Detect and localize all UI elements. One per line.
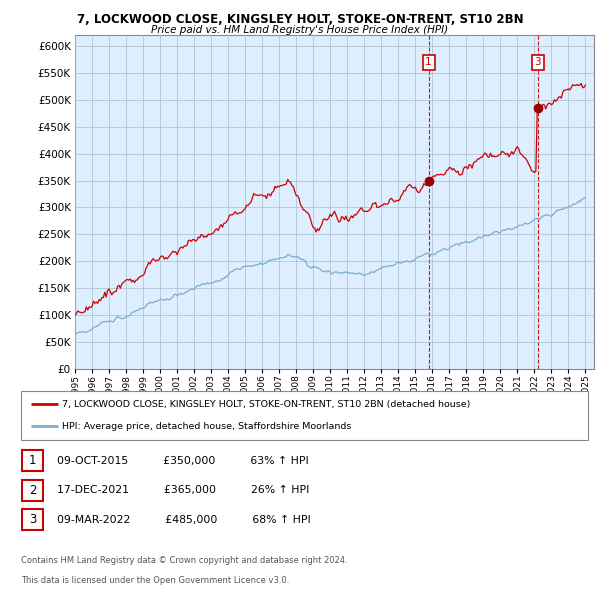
Text: Price paid vs. HM Land Registry's House Price Index (HPI): Price paid vs. HM Land Registry's House … bbox=[151, 25, 449, 35]
Text: Contains HM Land Registry data © Crown copyright and database right 2024.: Contains HM Land Registry data © Crown c… bbox=[21, 556, 347, 565]
Text: 1: 1 bbox=[425, 57, 432, 67]
FancyBboxPatch shape bbox=[22, 480, 43, 501]
Text: HPI: Average price, detached house, Staffordshire Moorlands: HPI: Average price, detached house, Staf… bbox=[62, 422, 351, 431]
FancyBboxPatch shape bbox=[22, 450, 43, 471]
Text: This data is licensed under the Open Government Licence v3.0.: This data is licensed under the Open Gov… bbox=[21, 576, 289, 585]
Text: 7, LOCKWOOD CLOSE, KINGSLEY HOLT, STOKE-ON-TRENT, ST10 2BN (detached house): 7, LOCKWOOD CLOSE, KINGSLEY HOLT, STOKE-… bbox=[62, 400, 470, 409]
Text: 3: 3 bbox=[535, 57, 541, 67]
Text: 17-DEC-2021          £365,000          26% ↑ HPI: 17-DEC-2021 £365,000 26% ↑ HPI bbox=[57, 486, 310, 495]
Text: 09-MAR-2022          £485,000          68% ↑ HPI: 09-MAR-2022 £485,000 68% ↑ HPI bbox=[57, 515, 311, 525]
FancyBboxPatch shape bbox=[22, 509, 43, 530]
FancyBboxPatch shape bbox=[21, 391, 588, 440]
Text: 3: 3 bbox=[29, 513, 36, 526]
Text: 1: 1 bbox=[29, 454, 36, 467]
Text: 09-OCT-2015          £350,000          63% ↑ HPI: 09-OCT-2015 £350,000 63% ↑ HPI bbox=[57, 456, 309, 466]
Text: 2: 2 bbox=[29, 484, 36, 497]
Text: 7, LOCKWOOD CLOSE, KINGSLEY HOLT, STOKE-ON-TRENT, ST10 2BN: 7, LOCKWOOD CLOSE, KINGSLEY HOLT, STOKE-… bbox=[77, 13, 523, 26]
